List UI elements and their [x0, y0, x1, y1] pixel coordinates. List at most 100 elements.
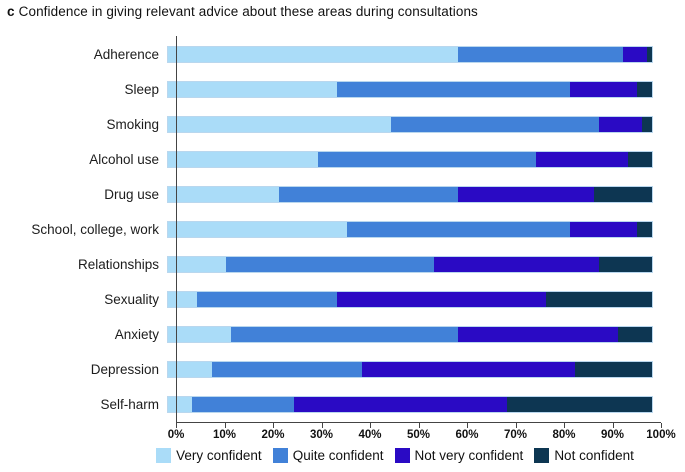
bar-row: Depression [0, 352, 661, 387]
bar-segment-very-confident [168, 222, 348, 237]
bar-segment-very-confident [168, 82, 338, 97]
bar-segment-very-confident [168, 117, 391, 132]
legend-swatch-icon [272, 448, 288, 463]
legend-label: Quite confident [292, 448, 384, 463]
bar-segment-not-confident [637, 222, 652, 237]
legend-item: Very confident [156, 448, 262, 463]
bar-segment-not-confident [647, 47, 652, 62]
x-axis-ticks [176, 423, 662, 428]
panel-label: c [7, 4, 15, 19]
stacked-bar [167, 186, 653, 203]
y-axis-line [176, 36, 177, 423]
legend-label: Very confident [176, 448, 262, 463]
stacked-bar [167, 46, 653, 63]
x-axis-tick-label: 20% [261, 429, 285, 441]
bar-segment-not-confident [637, 82, 652, 97]
bar-segment-not-confident [545, 292, 652, 307]
x-axis-tick-label: 60% [455, 429, 479, 441]
bar-segment-not-confident [574, 362, 652, 377]
category-label: Sleep [124, 82, 159, 97]
bar-segment-not-confident [618, 327, 652, 342]
bar-segment-quite-confident [458, 47, 623, 62]
bar-row: School, college, work [0, 212, 661, 247]
x-axis-tick [370, 423, 371, 428]
category-label: Sexuality [104, 292, 159, 307]
bar-segment-quite-confident [337, 82, 570, 97]
bar-segment-not-very-confident [293, 397, 507, 412]
category-label: Smoking [106, 117, 159, 132]
x-axis-tick [467, 423, 468, 428]
stacked-bar [167, 291, 653, 308]
x-axis-tick-label: 90% [600, 429, 625, 441]
stacked-bar [167, 151, 653, 168]
stacked-bar [167, 361, 653, 378]
bar-row: Alcohol use [0, 142, 661, 177]
bar-segment-not-very-confident [434, 257, 599, 272]
category-label: Relationships [77, 257, 159, 272]
bar-segment-not-very-confident [337, 292, 546, 307]
x-axis-tick-label: 70% [503, 429, 528, 441]
x-axis-tick [418, 423, 420, 428]
bar-segment-quite-confident [347, 222, 570, 237]
bar-segment-quite-confident [226, 257, 435, 272]
bar-segment-not-very-confident [458, 187, 594, 202]
bar-segment-very-confident [168, 397, 193, 412]
category-label: Adherence [93, 47, 159, 62]
bar-segment-quite-confident [197, 292, 338, 307]
bar-segment-not-very-confident [535, 152, 628, 167]
bar-segment-very-confident [168, 362, 212, 377]
bar-segment-not-very-confident [598, 117, 643, 132]
x-axis-tick [564, 423, 565, 428]
x-axis-tick [612, 423, 614, 428]
legend-label: Not very confident [414, 448, 524, 463]
bar-segment-not-confident [506, 397, 652, 412]
category-label: Self-harm [100, 397, 159, 412]
bar-segment-quite-confident [211, 362, 362, 377]
stacked-bar [167, 396, 653, 413]
x-axis-tick [176, 423, 177, 428]
x-axis-tick [661, 423, 662, 428]
x-axis-tick-label: 0% [167, 429, 185, 441]
stacked-bar [167, 116, 653, 133]
x-axis-tick-label: 30% [309, 429, 334, 441]
bar-segment-not-very-confident [361, 362, 575, 377]
bar-segment-quite-confident [318, 152, 536, 167]
bar-segment-not-confident [593, 187, 652, 202]
bar-row: Sexuality [0, 282, 661, 317]
stacked-bar [167, 326, 653, 343]
chart-title: c Confidence in giving relevant advice ab… [7, 4, 478, 19]
bar-rows: Adherence Sleep Smoking Alcohol use Drug use… [0, 37, 661, 422]
x-axis-tick-label: 40% [358, 429, 382, 441]
bar-segment-very-confident [168, 187, 280, 202]
bar-segment-not-very-confident [458, 327, 619, 342]
bar-segment-not-very-confident [569, 222, 638, 237]
bar-row: Anxiety [0, 317, 661, 352]
stacked-bar [167, 81, 653, 98]
bar-row: Self-harm [0, 387, 661, 422]
category-label: Alcohol use [89, 152, 159, 167]
category-label: Drug use [104, 187, 159, 202]
bar-row: Sleep [0, 72, 661, 107]
x-axis-line [176, 422, 661, 423]
legend-item: Quite confident [272, 448, 384, 463]
bar-segment-very-confident [168, 327, 231, 342]
x-axis-tick [273, 423, 274, 428]
legend-item: Not confident [534, 448, 634, 463]
legend-label: Not confident [554, 448, 634, 463]
bar-segment-very-confident [168, 257, 227, 272]
bar-segment-very-confident [168, 47, 459, 62]
legend-swatch-icon [394, 448, 410, 463]
bar-segment-quite-confident [279, 187, 459, 202]
x-axis-tick [321, 423, 323, 428]
bar-segment-not-confident [598, 257, 652, 272]
legend-swatch-icon [534, 448, 550, 463]
bar-segment-not-confident [642, 117, 652, 132]
bar-row: Relationships [0, 247, 661, 282]
legend-swatch-icon [156, 448, 172, 463]
category-label: Depression [90, 362, 159, 377]
category-label: Anxiety [114, 327, 159, 342]
bar-segment-quite-confident [230, 327, 459, 342]
bar-row: Adherence [0, 37, 661, 72]
x-axis-tick-label: 50% [406, 429, 431, 441]
bar-segment-not-very-confident [569, 82, 638, 97]
